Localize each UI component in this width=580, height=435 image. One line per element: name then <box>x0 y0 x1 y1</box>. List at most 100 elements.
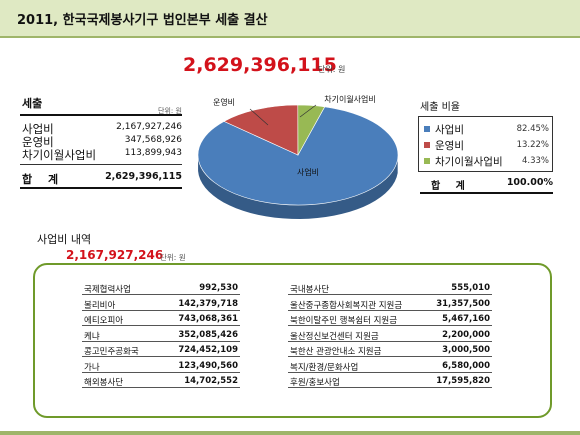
legend-total-label: 합 계 <box>431 181 471 192</box>
sales-row-label: 차기이월사업비 <box>22 148 97 162</box>
detail-row-rule <box>288 309 492 311</box>
page-title: 2011, 한국국제봉사기구 법인본부 세출 결산 <box>17 13 268 28</box>
pie-data-label-2: 차기이월사업비 <box>324 95 376 104</box>
detail-row-rule <box>82 356 240 357</box>
detail-row-label: 가나 <box>84 362 100 373</box>
sales-total-label: 합 계 <box>22 173 65 186</box>
pie-side-0 <box>198 156 398 219</box>
detail-row: 후원/홍보사업 17,595,820 <box>290 376 490 388</box>
detail-row-rule <box>82 371 240 373</box>
sales-row-label: 사업비 <box>22 122 54 136</box>
sales-row: 사업비 2,167,927,246 <box>22 121 182 136</box>
detail-row-value: 31,357,500 <box>436 298 490 309</box>
detail-row-value: 992,530 <box>199 283 238 293</box>
detail-row: 국내봉사단 555,010 <box>290 283 490 295</box>
detail-row-rule <box>288 325 492 326</box>
pie-labels: 사업비 운영비 차기이월사업비 <box>213 95 376 177</box>
detail-row-value: 352,085,426 <box>178 329 238 340</box>
detail-row: 케냐 352,085,426 <box>84 329 238 342</box>
detail-row-rule <box>288 356 492 357</box>
legend-pct: 82.45% <box>516 124 549 134</box>
detail-row-label: 에티오피아 <box>84 316 124 326</box>
detail-row-label: 후원/홍보사업 <box>290 378 340 388</box>
detail-row-value: 2,200,000 <box>442 329 490 340</box>
detail-row-label: 울산정신보건센터 지원금 <box>290 331 379 342</box>
detail-row-value: 743,068,361 <box>178 314 238 324</box>
detail-row-value: 555,010 <box>451 283 490 293</box>
detail-row-value: 142,379,718 <box>178 298 238 309</box>
header-bar: 2011, 한국국제봉사기구 법인본부 세출 결산 <box>0 0 580 38</box>
detail-row: 해외봉사단 14,702,552 <box>84 376 238 388</box>
sales-row-label: 운영비 <box>22 135 54 149</box>
detail-row-label: 북한이탈주민 행복쉼터 지원금 <box>290 316 398 326</box>
legend-pct: 13.22% <box>516 140 549 150</box>
sales-title: 세출 <box>22 97 43 110</box>
legend-item: 차기이월사업비 4.33% <box>424 154 549 168</box>
detail-row-value: 5,467,160 <box>442 314 490 324</box>
legend-swatch-2 <box>424 158 430 164</box>
detail-row-value: 3,000,500 <box>442 345 490 355</box>
legend-label: 차기이월사업비 <box>435 156 503 168</box>
detail-row-rule <box>82 387 240 388</box>
sales-unit: 단위: 원 <box>158 107 182 115</box>
detail-row-label: 볼리비아 <box>84 300 116 311</box>
legend-label: 사업비 <box>435 124 464 136</box>
detail-row: 국제협력사업 992,530 <box>84 283 238 295</box>
detail-unit: 단위: 원 <box>160 253 186 262</box>
detail-row-rule <box>288 294 492 295</box>
pie-data-label-0: 사업비 <box>297 168 319 177</box>
detail-row: 가나 123,490,560 <box>84 360 238 373</box>
pie-slice-2 <box>297 104 326 157</box>
legend-label: 운영비 <box>435 140 464 152</box>
detail-row-rule <box>288 371 492 373</box>
detail-row-rule <box>82 340 240 342</box>
detail-row: 울산정신보건센터 지원금 2,200,000 <box>290 329 490 342</box>
legend-bottom-rule <box>420 192 553 194</box>
sales-row-value: 2,167,927,246 <box>116 122 182 132</box>
legend-item: 사업비 82.45% <box>424 122 549 136</box>
detail-row-label: 북한산 관광안내소 지원금 <box>290 347 382 357</box>
pie-slices <box>197 104 399 219</box>
sales-total-value: 2,629,396,115 <box>105 171 182 182</box>
detail-row: 에티오피아 743,068,361 <box>84 314 238 326</box>
legend-total-value: 100.00% <box>506 177 553 188</box>
total-unit: 단위: 원 <box>318 65 346 74</box>
detail-row-label: 울산중구종합사회복지관 지원금 <box>290 300 403 311</box>
sales-row: 차기이월사업비 113,899,943 <box>22 147 182 162</box>
detail-box <box>33 263 552 418</box>
detail-row: 북한이탈주민 행복쉼터 지원금 5,467,160 <box>290 314 490 326</box>
pie-data-label-1: 운영비 <box>213 97 235 107</box>
detail-row-rule <box>82 294 240 295</box>
pie-chart: 사업비 운영비 차기이월사업비 <box>197 95 399 219</box>
pie-slice-0 <box>197 106 399 206</box>
detail-row-label: 콩고민주공화국 <box>84 347 139 357</box>
sales-top-rule <box>20 114 182 116</box>
sales-row: 운영비 347,568,926 <box>22 134 182 149</box>
total-amount: 2,629,396,115 <box>183 54 337 76</box>
detail-row: 북한산 관광안내소 지원금 3,000,500 <box>290 345 490 357</box>
detail-row: 콩고민주공화국 724,452,109 <box>84 345 238 357</box>
legend-swatch-0 <box>424 126 430 132</box>
sales-row-value: 113,899,943 <box>124 148 182 158</box>
legend: 사업비 82.45% 운영비 13.22% 차기이월사업비 4.33% <box>418 116 553 172</box>
legend-pct: 4.33% <box>521 156 549 166</box>
detail-row-value: 123,490,560 <box>178 360 238 371</box>
detail-row: 볼리비아 142,379,718 <box>84 298 238 311</box>
detail-row-rule <box>82 309 240 311</box>
legend-item: 운영비 13.22% <box>424 138 549 152</box>
detail-row-value: 724,452,109 <box>178 345 238 355</box>
legend-title: 세출 비율 <box>420 102 460 113</box>
detail-row-value: 6,580,000 <box>442 360 490 371</box>
sales-bottom-rule <box>20 187 182 189</box>
detail-row: 울산중구종합사회복지관 지원금 31,357,500 <box>290 298 490 311</box>
pie-leader-line-2 <box>299 104 317 118</box>
sales-row-value: 347,568,926 <box>124 135 182 145</box>
detail-row-value: 14,702,552 <box>184 376 238 386</box>
pie-slice-1 <box>223 104 299 156</box>
sales-mid-rule <box>20 164 182 165</box>
pie-leader-line-1 <box>249 108 269 126</box>
detail-row-label: 복지/환경/문화사업 <box>290 362 359 373</box>
detail-amount: 2,167,927,246 <box>66 248 164 262</box>
detail-row-label: 해외봉사단 <box>84 378 124 388</box>
detail-row-value: 17,595,820 <box>436 376 490 386</box>
